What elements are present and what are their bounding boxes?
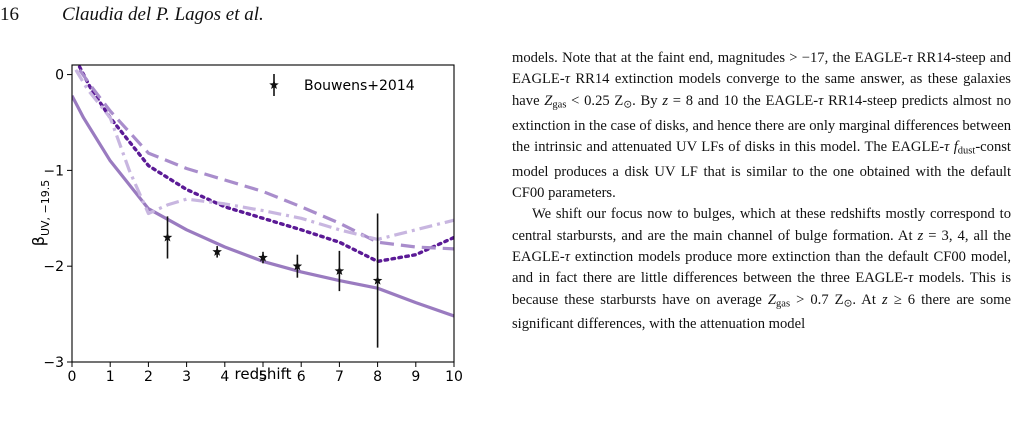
x-tick-label: 1 (106, 369, 115, 385)
y-tick-label: −1 (43, 163, 64, 179)
beta-uv-redshift-figure: 0 1 2 3 4 5 6 7 8 9 10 0 −1 −2 −3 Bouwens+2014 redshif… (29, 64, 463, 385)
legend-star-marker (269, 80, 279, 90)
star-marker (334, 265, 345, 276)
observation-point (258, 251, 268, 264)
chart-legend: Bouwens+2014 (269, 74, 415, 96)
x-tick-label: 8 (373, 369, 382, 385)
paragraph-1: models. Note that at the faint end, magn… (512, 50, 1012, 202)
y-tick-label: −3 (43, 355, 64, 371)
y-axis-label: βUV, −19.5 (29, 180, 52, 247)
x-tick-label: 0 (68, 369, 77, 385)
y-tick-label: −2 (43, 259, 64, 275)
x-tick-label: 6 (297, 369, 306, 385)
star-marker (258, 252, 268, 262)
observation-point (372, 213, 383, 348)
plot-axes: 0 1 2 3 4 5 6 7 8 9 10 0 −1 −2 −3 (43, 68, 463, 385)
x-tick-label: 10 (445, 369, 463, 385)
observation-point (162, 216, 173, 259)
observation-point (212, 246, 222, 258)
observation-point (292, 254, 303, 278)
observation-points (162, 213, 383, 348)
x-tick-label: 5 (259, 369, 268, 385)
series-line-dotted (77, 65, 454, 264)
x-tick-label: 7 (335, 369, 344, 385)
star-marker (372, 275, 383, 285)
observation-point (334, 250, 345, 292)
plot-frame (71, 64, 455, 363)
x-axis-label: redshift (235, 365, 292, 383)
series-line-dashed (78, 68, 454, 251)
x-tick-label: 2 (144, 369, 153, 385)
y-tick-label: 0 (55, 68, 64, 84)
star-marker (292, 261, 303, 271)
series-line-dashdot (74, 68, 454, 241)
star-marker (162, 232, 173, 242)
x-tick-label: 3 (182, 369, 191, 385)
paragraph-2: We shift our focus now to bulges, which … (512, 206, 1011, 333)
page-number: 16 (0, 4, 19, 25)
series-line-solid (72, 94, 454, 318)
star-marker (212, 246, 222, 256)
model-series (72, 65, 454, 318)
x-tick-label: 9 (411, 369, 420, 385)
page-header: 16 Claudia del P. Lagos et al. (0, 4, 264, 26)
running-head: Claudia del P. Lagos et al. (62, 4, 264, 25)
legend-label: Bouwens+2014 (304, 78, 415, 94)
body-text: models. Note that at the faint end, magn… (512, 48, 1011, 336)
x-tick-label: 4 (220, 369, 229, 385)
